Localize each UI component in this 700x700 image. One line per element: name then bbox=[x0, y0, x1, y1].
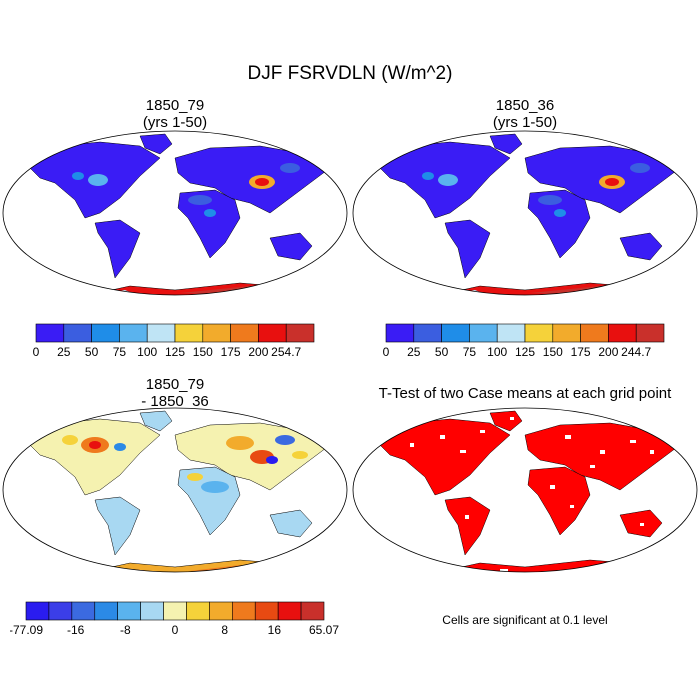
map-panel-2 bbox=[352, 130, 698, 296]
colorbar-3-swatch bbox=[71, 601, 96, 621]
panel-4-title: T-Test of two Case means at each grid po… bbox=[378, 385, 672, 402]
significance-note: Cells are significant at 0.1 level bbox=[442, 613, 608, 627]
colorbar-2-swatch bbox=[552, 323, 581, 343]
colorbar-1-label: 254.7 bbox=[271, 345, 301, 359]
colorbar-1-label: 150 bbox=[193, 345, 213, 359]
land-mass-group bbox=[379, 133, 681, 279]
panel-3-title: 1850_79 - 1850_36 bbox=[50, 376, 300, 410]
colorbar-2-label: 175 bbox=[571, 345, 591, 359]
colorbar-1-label: 175 bbox=[221, 345, 241, 359]
colorbar-1-swatch bbox=[230, 323, 259, 343]
colorbar-2-label: 50 bbox=[435, 345, 449, 359]
colorbar-2-swatch bbox=[385, 323, 415, 343]
panel-3-title-line2: - 1850_36 bbox=[141, 393, 209, 410]
colorbar-3-swatch bbox=[140, 601, 164, 621]
colorbar-2-label: 25 bbox=[407, 345, 421, 359]
colorbar-1-label: 25 bbox=[57, 345, 71, 359]
colorbar-2-swatch bbox=[413, 323, 442, 343]
colorbar-1-label: 0 bbox=[33, 345, 40, 359]
colorbar-2-label: 200 bbox=[598, 345, 618, 359]
colorbar-panel-1: 0 25 50 75 100 125 150 175 200 254.7 bbox=[33, 323, 315, 359]
panel-1-title-line2: (yrs 1-50) bbox=[142, 114, 208, 131]
map-panel-3-difference bbox=[2, 407, 348, 573]
panel-1-title: 1850_79 (yrs 1-50) bbox=[50, 97, 300, 131]
colorbar-3-swatch bbox=[186, 601, 210, 621]
panel-2-title-line1: 1850_36 bbox=[495, 97, 555, 114]
colorbar-1-swatch bbox=[146, 323, 176, 343]
colorbar-1-swatch bbox=[91, 323, 120, 343]
colorbar-3-label: -8 bbox=[120, 623, 131, 637]
colorbar-2-label: 244.7 bbox=[621, 345, 651, 359]
colorbar-3-label: 65.07 bbox=[309, 623, 339, 637]
colorbar-2-label: 100 bbox=[487, 345, 507, 359]
colorbar-3-swatch bbox=[209, 601, 233, 621]
colorbar-panel-2: 0 25 50 75 100 125 150 175 200 244.7 bbox=[383, 323, 665, 359]
colorbar-1-label: 125 bbox=[165, 345, 185, 359]
colorbar-2-label: 150 bbox=[543, 345, 563, 359]
panel-3-title-line1: 1850_79 bbox=[145, 376, 205, 393]
colorbar-1-swatch bbox=[174, 323, 204, 343]
map-outline bbox=[352, 130, 698, 296]
colorbar-1-label: 75 bbox=[113, 345, 127, 359]
colorbar-1-label: 100 bbox=[137, 345, 157, 359]
panel-1-title-line1: 1850_79 bbox=[145, 97, 205, 114]
colorbar-3-swatch bbox=[254, 601, 279, 621]
colorbar-1-swatch bbox=[202, 323, 231, 343]
colorbar-3-label: 16 bbox=[268, 623, 282, 637]
map-outline bbox=[2, 407, 348, 573]
colorbar-3-label: 0 bbox=[172, 623, 179, 637]
colorbar-1-swatch bbox=[258, 323, 287, 343]
colorbar-3-swatch bbox=[232, 601, 256, 621]
colorbar-2-swatch bbox=[469, 323, 498, 343]
colorbar-3-swatch bbox=[277, 601, 302, 621]
colorbar-2-swatch bbox=[441, 323, 470, 343]
colorbar-2-label: 125 bbox=[515, 345, 535, 359]
land-mass-group bbox=[29, 410, 331, 556]
colorbar-3-swatch bbox=[94, 601, 118, 621]
colorbar-2-swatch bbox=[608, 323, 637, 343]
colorbar-1-swatch bbox=[119, 323, 148, 343]
land-mass-group bbox=[29, 133, 331, 279]
colorbar-1-swatch bbox=[285, 323, 315, 343]
colorbar-3-swatch bbox=[48, 601, 73, 621]
colorbar-1-label: 50 bbox=[85, 345, 99, 359]
colorbar-3-swatch bbox=[25, 601, 50, 621]
colorbar-1-swatch bbox=[63, 323, 92, 343]
colorbar-2-swatch bbox=[524, 323, 554, 343]
panel-2-title: 1850_36 (yrs 1-50) bbox=[400, 97, 650, 131]
map-outline bbox=[2, 130, 348, 296]
colorbar-3-label: 8 bbox=[221, 623, 228, 637]
colorbar-3-label: -16 bbox=[67, 623, 85, 637]
colorbar-2-label: 75 bbox=[463, 345, 477, 359]
figure-title: DJF FSRVDLN (W/m^2) bbox=[247, 63, 453, 84]
colorbar-3-label: -77.09 bbox=[10, 623, 43, 637]
map-panel-4-ttest bbox=[352, 407, 698, 573]
map-panel-1 bbox=[2, 130, 348, 296]
colorbar-1-label: 200 bbox=[248, 345, 268, 359]
map-outline bbox=[352, 407, 698, 573]
colorbar-2-swatch bbox=[496, 323, 526, 343]
colorbar-2-swatch bbox=[580, 323, 609, 343]
colorbar-1-swatch bbox=[35, 323, 65, 343]
colorbar-2-label: 0 bbox=[383, 345, 390, 359]
panel-2-title-line2: (yrs 1-50) bbox=[492, 114, 558, 131]
colorbar-3-swatch bbox=[300, 601, 325, 621]
colorbar-3-swatch bbox=[117, 601, 141, 621]
colorbar-3-swatch bbox=[163, 601, 187, 621]
colorbar-2-swatch bbox=[635, 323, 665, 343]
colorbar-panel-3: -77.09 -16 -8 0 8 16 65.07 bbox=[10, 601, 339, 637]
